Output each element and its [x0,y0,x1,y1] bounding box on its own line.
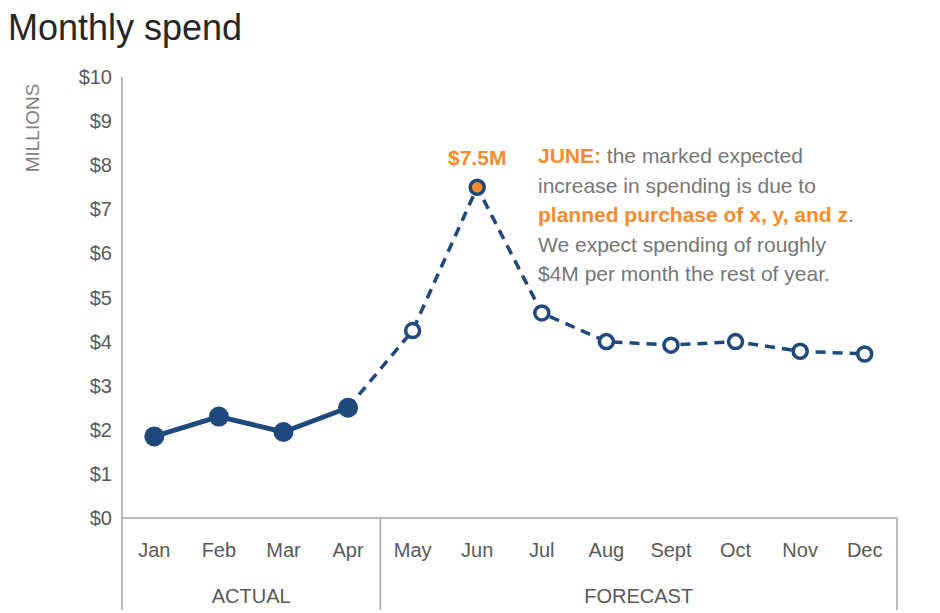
y-axis [121,77,123,518]
x-tick-label: Jun [461,539,493,561]
x-tick-label: Dec [847,539,883,561]
plot-area [144,180,871,446]
group-divider [121,518,123,610]
x-tick-label: Jan [138,539,170,561]
series-marker [664,338,678,352]
y-axis-label: MILLIONS [22,84,43,173]
annotation-text: planned purchase of x, y, and z [538,203,848,226]
series-marker [209,407,229,427]
annotation-text: $4M per month the rest of year. [538,262,830,285]
annotation-text: . [848,203,854,226]
annotation-line: JUNE: the marked expected [538,144,803,167]
x-tick-label: May [394,539,432,561]
x-tick-label: Oct [720,539,752,561]
x-tick-label: Sept [650,539,692,561]
y-tick-label: $4 [90,331,112,353]
x-tick-label: Feb [202,539,236,561]
group-divider [896,518,898,610]
annotation-text: We expect spending of roughly [538,233,826,256]
group-label: FORECAST [584,585,693,607]
chart: Monthly spend MILLIONS $0 $1 $2 $3 $4 $5 $6 $7 $8 $… [0,0,940,613]
series-marker [273,422,293,442]
y-tick-label: $3 [90,375,112,397]
series-marker [535,306,549,320]
annotation-line: increase in spending is due to [538,174,816,197]
y-tick-label: $1 [90,463,112,485]
data-label: $7.5M [448,146,506,169]
series-marker [729,335,743,349]
y-tick-label: $7 [90,198,112,220]
title: Monthly spend [8,7,242,48]
series-marker [858,347,872,361]
y-tick-label: $6 [90,242,112,264]
series-line [348,187,865,408]
y-tick-label: $5 [90,287,112,309]
y-tick-label: $2 [90,419,112,441]
annotation-text: increase in spending is due to [538,174,816,197]
annotation-text: the marked expected [601,144,803,167]
annotation-line: $4M per month the rest of year. [538,262,830,285]
y-tick-label: $10 [79,66,112,88]
annotation-line: planned purchase of x, y, and z. [538,203,854,226]
x-tick-label: Apr [332,539,363,561]
y-tick-label: $0 [90,507,112,529]
x-axis [122,517,897,519]
series-marker [406,324,420,338]
x-tick-label: Jul [529,539,555,561]
annotation-text: JUNE: [538,144,601,167]
group-label: ACTUAL [212,585,291,607]
series-line [154,408,348,437]
y-tick-label: $9 [90,110,112,132]
series-marker [599,335,613,349]
series-marker [470,180,484,194]
group-divider [380,518,382,610]
annotation-line: We expect spending of roughly [538,233,826,256]
y-tick-label: $8 [90,154,112,176]
series-marker [793,344,807,358]
x-tick-label: Nov [782,539,818,561]
x-tick-label: Aug [589,539,625,561]
x-tick-label: Mar [266,539,301,561]
series-marker [338,398,358,418]
series-marker [144,426,164,446]
